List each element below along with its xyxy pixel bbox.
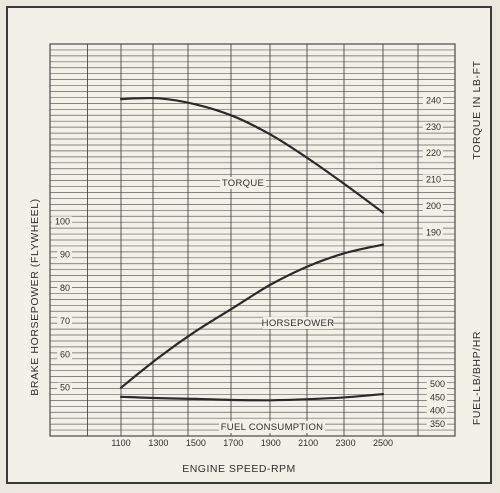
x-tick-label-bg [220, 438, 247, 448]
fuel-axis-title: FUEL-LB/BHP/HR [471, 331, 483, 425]
hp-tick-label: 70 [60, 316, 70, 326]
x-tick-label: 2500 [373, 438, 393, 448]
hp-tick-label-bg [51, 216, 72, 227]
x-tick-label: 1100 [111, 438, 130, 448]
hp-tick-label: 90 [60, 250, 70, 260]
x-tick-label-bg [145, 438, 172, 448]
horsepower-curve-label: HORSEPOWER [262, 318, 335, 329]
torque-curve-label-bg [220, 177, 266, 189]
x-tick-label: 1300 [148, 438, 168, 448]
left-axis-title: BRAKE HORSEPOWER (FLYWHEEL) [29, 198, 41, 395]
x-tick-label: 1900 [261, 438, 281, 448]
fuel-tick-label: 450 [430, 392, 445, 402]
torque-tick-label-bg [422, 148, 443, 159]
x-axis-title: ENGINE SPEED-RPM [182, 463, 296, 475]
x-tick-label-bg [295, 438, 321, 448]
hp-tick-label: 100 [55, 216, 70, 226]
torque-tick-label: 190 [426, 227, 441, 237]
torque-tick-label-bg [422, 201, 443, 211]
fuel-curve [119, 393, 385, 402]
hp-tick-label: 60 [60, 349, 70, 359]
fuel-tick-label-bg [426, 405, 447, 416]
fuel-tick-label: 350 [430, 419, 445, 429]
horsepower-curve [119, 243, 385, 389]
fuel-tick-label: 400 [430, 406, 445, 416]
hp-tick-label-bg [57, 349, 72, 360]
curve-labels: TORQUE HORSEPOWER FUEL CONSUMPTION [219, 177, 334, 433]
fuel-tick-label-bg [426, 379, 447, 389]
x-tick-label-bg [108, 438, 134, 448]
fuel-curve-label-bg [219, 421, 325, 433]
torque-tick-label: 230 [426, 122, 441, 132]
hp-tick-label: 80 [60, 283, 70, 293]
fuel-tick-label-bg [426, 419, 447, 429]
torque-tick-label: 220 [426, 148, 441, 158]
torque-tick-label-bg [422, 174, 443, 185]
chart-curves [119, 96, 385, 402]
torque-axis-title: TORQUE IN LB-FT [471, 60, 483, 159]
fuel-tick-label-bg [426, 392, 447, 403]
hp-tick-label-bg [57, 282, 72, 293]
fuel-tick-label: 500 [430, 379, 445, 389]
x-tick-label: 2100 [298, 438, 318, 448]
torque-curve [119, 96, 385, 214]
x-tick-label: 1700 [223, 438, 243, 448]
torque-tick-label: 200 [426, 201, 441, 211]
x-tick-label-bg [257, 438, 284, 448]
x-tick-label-bg [332, 438, 359, 448]
chart-ticks: 1100 1300 1500 1700 1900 2100 2300 2500 100 90 80 7… [51, 95, 447, 448]
x-tick-label-bg [370, 438, 396, 448]
x-tick-label-bg [183, 438, 209, 448]
torque-tick-label-bg [422, 121, 443, 132]
x-tick-label: 2300 [336, 438, 356, 448]
hp-tick-label-bg [57, 316, 72, 327]
torque-tick-label: 210 [426, 175, 441, 185]
x-tick-label: 1500 [186, 438, 206, 448]
chart-grid [49, 43, 456, 437]
hp-tick-label-bg [57, 382, 72, 393]
hp-tick-label: 50 [60, 383, 70, 393]
torque-tick-label-bg [422, 227, 443, 238]
torque-curve-label: TORQUE [222, 178, 264, 189]
torque-tick-label-bg [422, 95, 443, 106]
hp-tick-label-bg [57, 249, 72, 260]
horsepower-curve-label-bg [263, 317, 333, 329]
fuel-curve-label: FUEL CONSUMPTION [221, 422, 324, 433]
torque-tick-label: 240 [426, 95, 441, 105]
